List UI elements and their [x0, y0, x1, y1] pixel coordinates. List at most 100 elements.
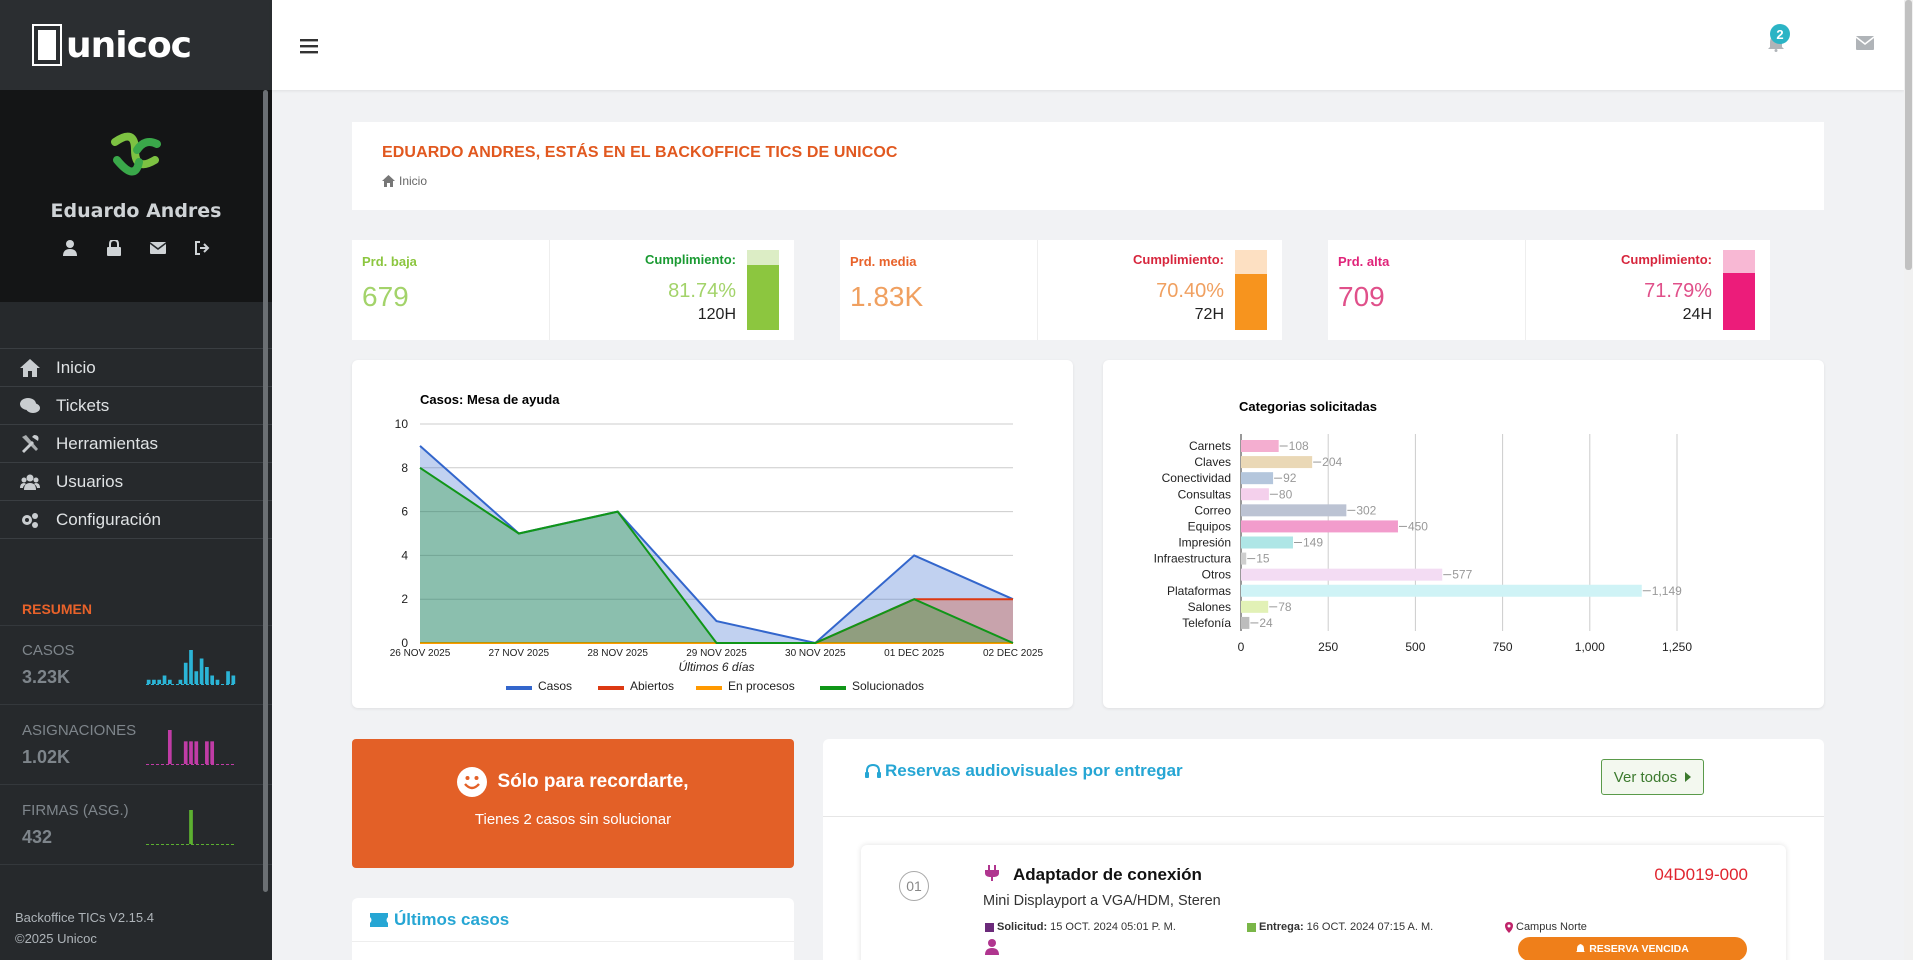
chart-title: Categorias solicitadas [1239, 399, 1377, 414]
kpi-cumplimiento-label: Cumplimiento: [1133, 252, 1224, 267]
welcome-card: EDUARDO ANDRES, ESTÁS EN EL BACKOFFICE T… [352, 122, 1824, 210]
entrega-date: 16 OCT. 2024 07:15 A. M. [1306, 921, 1434, 933]
spark-bar [189, 650, 193, 684]
kpi-progress-bar [747, 250, 779, 330]
spark-bar [215, 679, 220, 684]
stat-value: 432 [22, 826, 53, 847]
spark-bar [183, 740, 188, 764]
envelope-icon[interactable] [1856, 36, 1874, 50]
page-scrollbar[interactable] [1904, 0, 1913, 960]
data-label: 1,149 [1652, 584, 1682, 598]
page-scrollbar-thumb[interactable] [1905, 0, 1912, 270]
ver-todos-button[interactable]: Ver todos [1601, 759, 1704, 795]
reserva-number: 01 [899, 871, 929, 901]
map-marker-icon [1505, 921, 1513, 933]
logout-icon[interactable] [192, 238, 212, 258]
bar [1241, 472, 1274, 485]
chart-title: Casos: Mesa de ayuda [420, 392, 560, 407]
x-tick-label: 26 NOV 2025 [390, 648, 451, 659]
stat-label: CASOS [22, 642, 75, 659]
reserva-item[interactable]: 01 Adaptador de conexión 04D019-000 Mini… [861, 845, 1786, 960]
data-label: 302 [1356, 503, 1376, 517]
user-icon[interactable] [60, 238, 80, 258]
sidebar-item-usuarios[interactable]: Usuarios [0, 463, 272, 501]
kpi-progress-fill [747, 264, 779, 330]
brand-name: unicoc [66, 24, 192, 66]
sidebar-item-label: Herramientas [56, 433, 159, 453]
kpi-progress-fill [1723, 272, 1755, 330]
home-icon [20, 358, 40, 377]
kpi-value: 709 [1338, 281, 1385, 312]
chart-casos: Casos: Mesa de ayuda 0 2 4 6 8 10 26 NOV 2025 27… [390, 392, 1044, 693]
resumen-item-casos[interactable]: CASOS 3.23K [0, 625, 272, 705]
brand[interactable]: unicoc [0, 0, 272, 90]
kpi-title: Prd. baja [362, 254, 417, 269]
data-label: 92 [1283, 471, 1297, 485]
sidebar-item-tickets[interactable]: Tickets [0, 387, 272, 425]
sidebar-nav: Inicio Tickets Herramientas Usuarios Con… [0, 348, 272, 539]
comments-icon [20, 397, 40, 413]
x-tick-label: 250 [1318, 640, 1338, 654]
sidebar-item-inicio[interactable]: Inicio [0, 349, 272, 387]
notification-badge[interactable]: 2 [1770, 24, 1790, 44]
spark-bar [167, 679, 172, 684]
copyright: ©2025 Unicoc [15, 931, 97, 946]
spark-bar [199, 658, 204, 684]
sidebar-item-label: Configuración [56, 509, 161, 529]
series-area [420, 445, 1013, 643]
spark-bar [189, 809, 193, 844]
category-label: Carnets [1189, 439, 1231, 453]
y-tick-label: 4 [401, 548, 408, 562]
legend-swatch [696, 686, 722, 690]
ultimos-casos-card: Últimos casos [352, 898, 794, 960]
kpi-percent: 71.79% [1644, 280, 1712, 302]
profile-panel: Eduardo Andres [0, 90, 272, 302]
menu-toggle-icon[interactable] [300, 34, 320, 60]
legend-label: Solucionados [852, 679, 924, 693]
kpi-percent: 81.74% [668, 280, 736, 302]
reservas-card: Reservas audiovisuales por entregar Ver … [823, 739, 1824, 960]
x-tick-label: 01 DEC 2025 [884, 648, 944, 659]
stat-label: FIRMAS (ASG.) [22, 801, 129, 819]
lock-icon[interactable] [104, 238, 124, 258]
bar [1241, 536, 1293, 549]
status-badge: RESERVA VENCIDA [1518, 937, 1747, 960]
calendar-check-icon [1247, 923, 1256, 932]
bar [1241, 584, 1642, 597]
spark-bar [178, 679, 183, 684]
data-label: 80 [1279, 487, 1293, 501]
envelope-icon[interactable] [148, 238, 168, 258]
x-tick-label: 750 [1493, 640, 1513, 654]
sparkline-casos [146, 650, 236, 685]
resumen-item-asignaciones[interactable]: ASIGNACIONES 1.02K [0, 705, 272, 785]
sidebar-item-herramientas[interactable]: Herramientas [0, 425, 272, 463]
data-label: 450 [1408, 519, 1428, 533]
spark-bar [189, 740, 193, 764]
bar [1241, 568, 1443, 581]
sparkline-firmas [146, 809, 236, 845]
x-tick-label: 0 [1238, 640, 1245, 654]
ultimos-casos-title: Últimos casos [394, 909, 510, 929]
sidebar-footer: Backoffice TICs V2.15.4 ©2025 Unicoc [15, 910, 154, 946]
solicitud-date: 15 OCT. 2024 05:01 P. M. [1050, 921, 1176, 933]
bar [1241, 616, 1250, 629]
data-label: 577 [1452, 568, 1472, 582]
spark-bar [205, 667, 209, 684]
bar [1241, 488, 1269, 501]
bar [1241, 552, 1247, 565]
app-version: Backoffice TICs V2.15.4 [15, 910, 154, 925]
sidebar-item-label: Usuarios [56, 471, 124, 491]
legend-label: En procesos [728, 679, 795, 693]
breadcrumb: Inicio [382, 174, 1794, 188]
resumen-item-firmas[interactable]: FIRMAS (ASG.) 432 [0, 785, 272, 865]
sidebar-item-label: Tickets [56, 395, 110, 415]
spark-bar [183, 662, 188, 684]
page-title: EDUARDO ANDRES, ESTÁS EN EL BACKOFFICE T… [382, 144, 898, 161]
breadcrumb-item[interactable]: Inicio [399, 174, 428, 188]
sidebar-scrollbar[interactable] [263, 90, 268, 892]
solicitud-label: Solicitud: [997, 921, 1048, 933]
sidebar-item-configuracion[interactable]: Configuración [0, 501, 272, 539]
spark-bar [146, 679, 151, 684]
user-name: Eduardo Andres [50, 200, 222, 222]
reminder-title: Sólo para recordarte, [497, 771, 689, 792]
